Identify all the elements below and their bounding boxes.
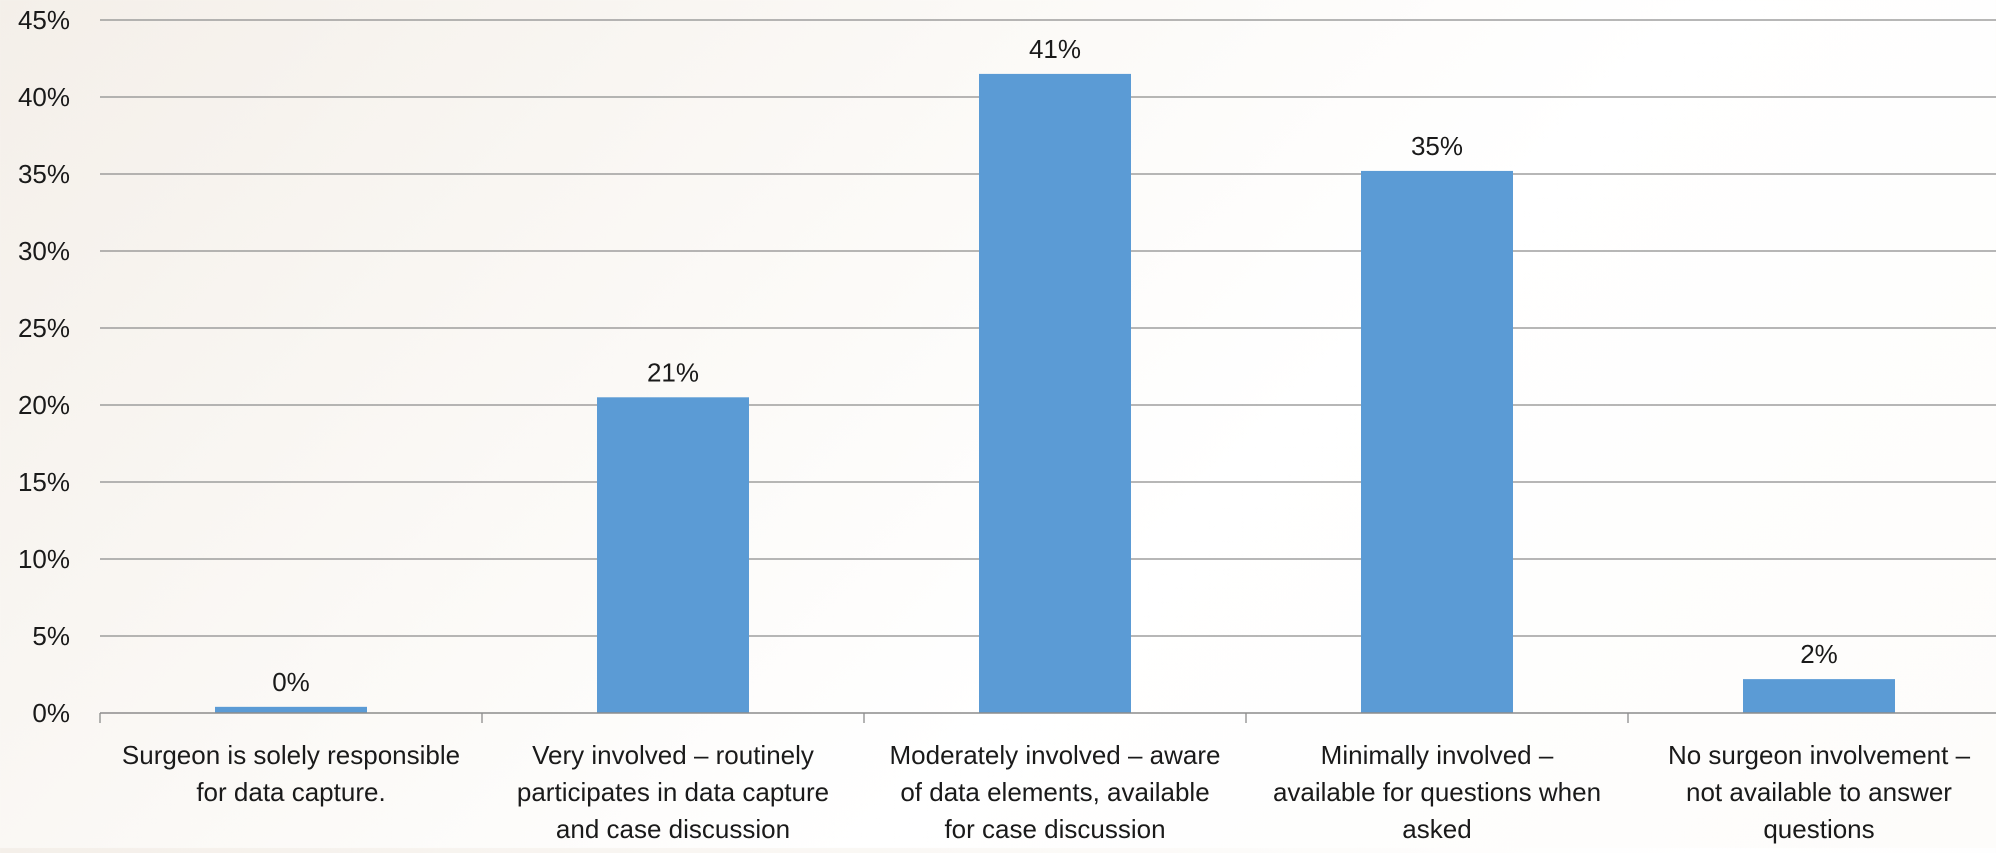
data-label: 41%: [1029, 34, 1081, 64]
x-tick-label: No surgeon involvement –: [1668, 740, 1971, 770]
x-tick-label: Moderately involved – aware: [890, 740, 1221, 770]
x-tick-label: for data capture.: [196, 777, 385, 807]
x-tick-label: Surgeon is solely responsible: [122, 740, 460, 770]
x-tick-label: participates in data capture: [517, 777, 829, 807]
data-labels: 0% 21% 41% 35% 2%: [272, 34, 1838, 697]
x-tick-label: asked: [1402, 814, 1471, 844]
x-tick-label: available for questions when: [1273, 777, 1601, 807]
x-tick-label: of data elements, available: [900, 777, 1209, 807]
y-axis-tick-labels: 0% 5% 10% 15% 20% 25% 30% 35% 40% 45%: [18, 5, 70, 728]
y-tick-label: 0%: [32, 698, 70, 728]
y-tick-label: 35%: [18, 159, 70, 189]
bar: [1361, 170, 1513, 714]
x-tick-label: not available to answer: [1686, 777, 1952, 807]
y-tick-label: 45%: [18, 5, 70, 35]
y-tick-label: 20%: [18, 390, 70, 420]
x-tick-label: for case discussion: [944, 814, 1165, 844]
data-label: 0%: [272, 667, 310, 697]
bar: [597, 397, 749, 713]
x-tick-label: and case discussion: [556, 814, 790, 844]
y-tick-label: 25%: [18, 313, 70, 343]
x-tick-label: questions: [1763, 814, 1874, 844]
y-tick-label: 30%: [18, 236, 70, 266]
data-label: 2%: [1800, 639, 1838, 669]
x-axis-tick-labels: Surgeon is solely responsible for data ca…: [122, 740, 1971, 844]
bar: [1743, 679, 1895, 713]
axes: [99, 712, 1996, 723]
y-tick-label: 5%: [32, 621, 70, 651]
y-tick-label: 15%: [18, 467, 70, 497]
data-label: 21%: [647, 357, 699, 387]
x-tick-label: Very involved – routinely: [532, 740, 814, 770]
bars: [215, 73, 1895, 714]
bar: [215, 706, 367, 713]
bar: [979, 73, 1131, 713]
data-label: 35%: [1411, 131, 1463, 161]
y-tick-label: 40%: [18, 82, 70, 112]
x-tick-label: Minimally involved –: [1321, 740, 1554, 770]
y-tick-label: 10%: [18, 544, 70, 574]
